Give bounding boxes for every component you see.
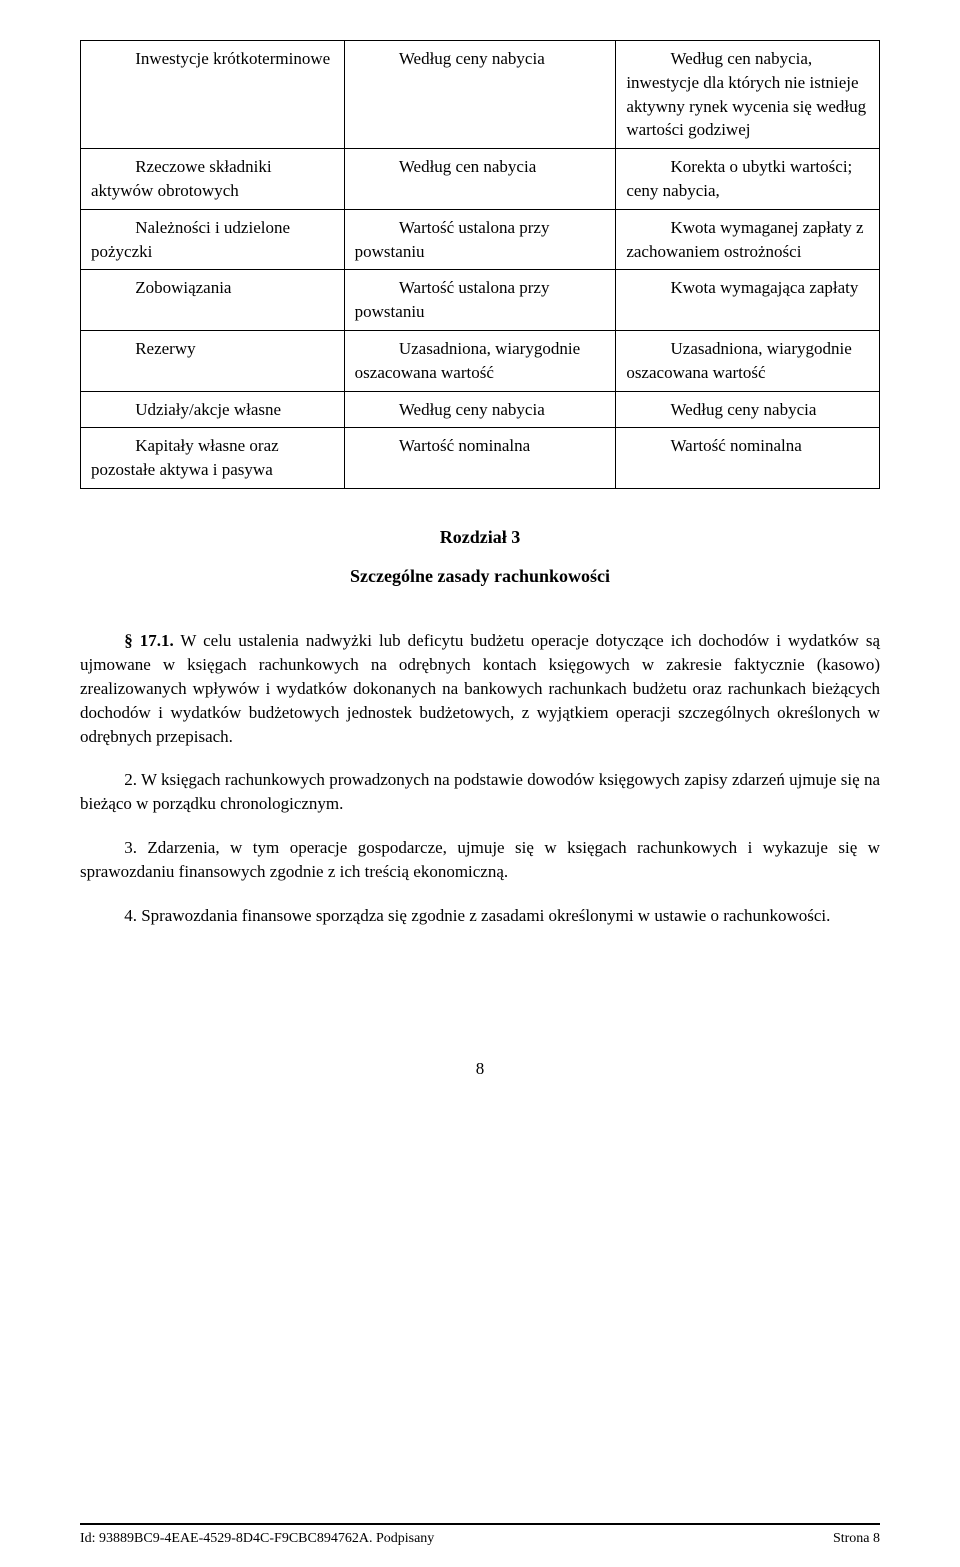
table-cell: Kwota wymagająca zapłaty [616,270,880,331]
cell-text: Według ceny nabycia [355,398,606,422]
cell-text: Rezerwy [91,337,334,361]
page-number: 8 [80,1057,880,1081]
cell-text: Kwota wymaganej zapłaty z zachowaniem os… [626,216,869,264]
paragraph-3: 3. Zdarzenia, w tym operacje gospodarcze… [80,836,880,884]
paragraph-17-1: § 17.1. W celu ustalenia nadwyżki lub de… [80,629,880,748]
table-cell: Wartość ustalona przy powstaniu [344,270,616,331]
table-cell: Rezerwy [81,330,345,391]
table-cell: Udziały/akcje własne [81,391,345,428]
table-cell: Według ceny nabycia [616,391,880,428]
chapter-title: Rozdział 3 [80,525,880,550]
footer-page: Strona 8 [833,1529,880,1549]
cell-text: Według ceny nabycia [355,47,606,71]
table-cell: Kapitały własne oraz pozostałe aktywa i … [81,428,345,489]
paragraph-text: W celu ustalenia nadwyżki lub deficytu b… [80,631,880,745]
cell-text: Zobowiązania [91,276,334,300]
cell-text: Według cen nabycia, inwestycje dla który… [626,47,869,142]
table-row: Rezerwy Uzasadniona, wiarygodnie oszacow… [81,330,880,391]
cell-text: Uzasadniona, wiarygodnie oszacowana wart… [626,337,869,385]
table-cell: Wartość nominalna [616,428,880,489]
table-row: Zobowiązania Wartość ustalona przy powst… [81,270,880,331]
cell-text: Uzasadniona, wiarygodnie oszacowana wart… [355,337,606,385]
table-cell: Zobowiązania [81,270,345,331]
cell-text: Według cen nabycia [355,155,606,179]
table-row: Należności i udzielone pożyczki Wartość … [81,209,880,270]
table-cell: Według cen nabycia [344,149,616,210]
table-cell: Rzeczowe składniki aktywów obrotowych [81,149,345,210]
paragraph-lead: § 17.1. [124,631,174,650]
cell-text: Wartość ustalona przy powstaniu [355,216,606,264]
cell-text: Wartość nominalna [355,434,606,458]
paragraph-4: 4. Sprawozdania finansowe sporządza się … [80,904,880,928]
cell-text: Według ceny nabycia [626,398,869,422]
table-cell: Według ceny nabycia [344,41,616,149]
cell-text: Korekta o ubytki wartości; ceny nabycia, [626,155,869,203]
cell-text: Inwestycje krótkoterminowe [91,47,334,71]
cell-text: Rzeczowe składniki aktywów obrotowych [91,155,334,203]
cell-text: Należności i udzielone pożyczki [91,216,334,264]
table-cell: Kwota wymaganej zapłaty z zachowaniem os… [616,209,880,270]
cell-text: Kapitały własne oraz pozostałe aktywa i … [91,434,334,482]
table-row: Inwestycje krótkoterminowe Według ceny n… [81,41,880,149]
table-row: Kapitały własne oraz pozostałe aktywa i … [81,428,880,489]
table-row: Rzeczowe składniki aktywów obrotowych We… [81,149,880,210]
chapter-subtitle: Szczególne zasady rachunkowości [80,564,880,589]
accounting-table: Inwestycje krótkoterminowe Według ceny n… [80,40,880,489]
cell-text: Wartość ustalona przy powstaniu [355,276,606,324]
table-row: Udziały/akcje własne Według ceny nabycia… [81,391,880,428]
paragraph-2: 2. W księgach rachunkowych prowadzonych … [80,768,880,816]
table-cell: Inwestycje krótkoterminowe [81,41,345,149]
table-cell: Korekta o ubytki wartości; ceny nabycia, [616,149,880,210]
cell-text: Kwota wymagająca zapłaty [626,276,869,300]
table-cell: Wartość ustalona przy powstaniu [344,209,616,270]
table-cell: Wartość nominalna [344,428,616,489]
document-page: Inwestycje krótkoterminowe Według ceny n… [0,0,960,1567]
footer-id: Id: 93889BC9-4EAE-4529-8D4C-F9CBC894762A… [80,1529,434,1549]
footer: Id: 93889BC9-4EAE-4529-8D4C-F9CBC894762A… [80,1523,880,1549]
table-cell: Według ceny nabycia [344,391,616,428]
cell-text: Udziały/akcje własne [91,398,334,422]
table-cell: Według cen nabycia, inwestycje dla który… [616,41,880,149]
cell-text: Wartość nominalna [626,434,869,458]
table-cell: Uzasadniona, wiarygodnie oszacowana wart… [344,330,616,391]
table-cell: Uzasadniona, wiarygodnie oszacowana wart… [616,330,880,391]
table-cell: Należności i udzielone pożyczki [81,209,345,270]
